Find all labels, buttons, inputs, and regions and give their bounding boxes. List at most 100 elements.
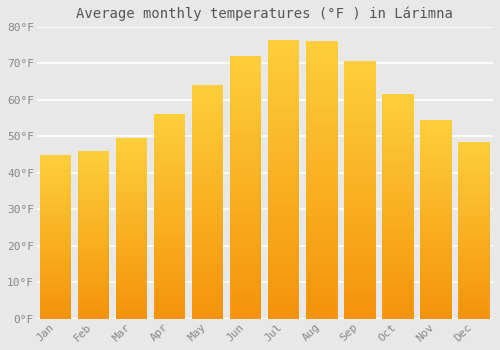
Bar <box>420 289 452 291</box>
Bar <box>116 205 148 207</box>
Bar <box>420 144 452 146</box>
Bar <box>306 236 338 238</box>
Bar <box>382 272 414 274</box>
Bar <box>78 280 110 282</box>
Bar <box>382 252 414 254</box>
Bar <box>344 283 376 285</box>
Bar <box>40 314 72 316</box>
Bar <box>306 100 338 103</box>
Bar <box>268 123 300 126</box>
Bar <box>420 160 452 162</box>
Bar <box>40 312 72 314</box>
Bar <box>458 275 490 276</box>
Bar <box>344 92 376 95</box>
Bar <box>40 164 72 166</box>
Bar <box>344 95 376 98</box>
Bar <box>40 293 72 294</box>
Bar <box>78 255 110 257</box>
Bar <box>458 267 490 269</box>
Bar <box>154 302 186 304</box>
Bar <box>344 314 376 316</box>
Bar <box>192 88 224 90</box>
Bar <box>192 242 224 244</box>
Bar <box>458 299 490 301</box>
Bar <box>306 244 338 247</box>
Bar <box>154 206 186 209</box>
Bar <box>382 164 414 166</box>
Bar <box>458 260 490 262</box>
Bar <box>268 165 300 168</box>
Bar <box>78 240 110 241</box>
Bar <box>268 271 300 274</box>
Bar <box>268 204 300 207</box>
Bar <box>458 191 490 193</box>
Bar <box>306 113 338 116</box>
Bar <box>420 295 452 297</box>
Bar <box>78 159 110 161</box>
Bar <box>268 299 300 302</box>
Bar <box>78 174 110 176</box>
Bar <box>40 286 72 288</box>
Bar <box>268 260 300 263</box>
Bar <box>230 193 262 195</box>
Bar <box>78 183 110 184</box>
Bar <box>192 214 224 216</box>
Bar <box>306 89 338 91</box>
Bar <box>154 223 186 225</box>
Bar <box>192 232 224 235</box>
Bar <box>382 306 414 308</box>
Bar <box>458 170 490 172</box>
Bar <box>192 174 224 176</box>
Bar <box>268 140 300 143</box>
Bar <box>382 256 414 258</box>
Bar <box>154 241 186 243</box>
Bar <box>458 150 490 152</box>
Bar <box>78 166 110 168</box>
Bar <box>230 111 262 114</box>
Bar <box>344 211 376 214</box>
Bar <box>382 202 414 204</box>
Bar <box>420 231 452 233</box>
Bar <box>230 266 262 269</box>
Bar <box>154 139 186 141</box>
Bar <box>116 295 148 297</box>
Bar <box>192 197 224 200</box>
Bar <box>420 215 452 217</box>
Bar <box>344 224 376 226</box>
Bar <box>116 245 148 247</box>
Bar <box>192 193 224 195</box>
Bar <box>382 153 414 155</box>
Bar <box>306 91 338 94</box>
Bar <box>40 163 72 164</box>
Bar <box>192 284 224 286</box>
Bar <box>268 218 300 221</box>
Bar <box>230 145 262 148</box>
Bar <box>154 200 186 202</box>
Bar <box>154 155 186 158</box>
Bar <box>154 288 186 290</box>
Bar <box>154 292 186 294</box>
Bar <box>230 230 262 232</box>
Bar <box>230 316 262 319</box>
Bar <box>230 143 262 145</box>
Bar <box>268 190 300 193</box>
Bar <box>458 243 490 245</box>
Bar <box>420 176 452 177</box>
Bar <box>116 270 148 272</box>
Bar <box>154 141 186 143</box>
Bar <box>458 314 490 315</box>
Bar <box>382 222 414 225</box>
Bar <box>154 217 186 219</box>
Bar <box>382 292 414 294</box>
Bar <box>344 146 376 149</box>
Bar <box>78 205 110 206</box>
Bar <box>306 219 338 222</box>
Bar <box>78 245 110 247</box>
Bar <box>230 98 262 101</box>
Bar <box>154 143 186 145</box>
Bar <box>230 182 262 185</box>
Bar <box>230 195 262 198</box>
Bar <box>116 299 148 301</box>
Bar <box>268 210 300 213</box>
Bar <box>382 279 414 281</box>
